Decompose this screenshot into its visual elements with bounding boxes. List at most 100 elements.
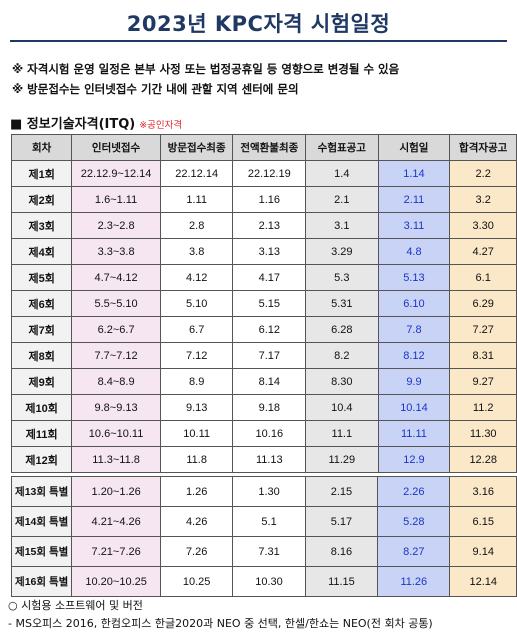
table-cell: 7.26 xyxy=(159,536,234,567)
table-row: 제8회 7.7~7.12 7.12 7.17 8.2 8.12 8.31 xyxy=(10,342,517,369)
table-cell: 12.14 xyxy=(449,566,517,597)
table-cell: 3.11 xyxy=(377,212,451,239)
table-cell: 3.29 xyxy=(305,238,379,265)
table-cell: 11.29 xyxy=(305,446,379,473)
round-cell: 제16회 특별 xyxy=(10,566,73,597)
round-cell: 제14회 특별 xyxy=(10,506,73,537)
header-cell: 인터넷접수 xyxy=(71,134,161,161)
table-cell: 11.13 xyxy=(232,446,307,473)
table-cell: 5.13 xyxy=(377,264,451,291)
table-row: 제2회 1.6~1.11 1.11 1.16 2.1 2.11 3.2 xyxy=(10,186,517,213)
section-label: ■ 정보기술자격(ITQ) xyxy=(10,117,136,132)
table-cell: 3.1 xyxy=(305,212,379,239)
section-heading: ■ 정보기술자격(ITQ) ※공인자격 xyxy=(10,113,182,132)
table-cell: 6.7 xyxy=(159,316,234,343)
table-cell: 2.13 xyxy=(232,212,307,239)
round-cell: 제9회 xyxy=(10,368,73,395)
table-cell: 6.28 xyxy=(305,316,379,343)
table-cell: 8.16 xyxy=(304,536,379,567)
header-cell: 회차 xyxy=(10,134,73,161)
table-cell: 1.6~1.11 xyxy=(71,186,161,213)
table-cell: 7.31 xyxy=(232,536,306,567)
table-header-row: 회차 인터넷접수 방문접수최종 전액환불최종 수험표공고 시험일 합격자공고 xyxy=(10,134,517,161)
round-cell: 제13회 특별 xyxy=(10,476,73,507)
table-row: 제3회 2.3~2.8 2.8 2.13 3.1 3.11 3.30 xyxy=(10,212,517,239)
table-cell: 22.12.19 xyxy=(232,160,307,187)
header-cell: 시험일 xyxy=(377,134,451,161)
table-cell: 6.1 xyxy=(449,264,517,291)
table-cell: 7.27 xyxy=(449,316,517,343)
table-cell: 4.7~4.12 xyxy=(71,264,161,291)
section-sub-label: ※공인자격 xyxy=(139,120,183,131)
table-cell: 5.5~5.10 xyxy=(71,290,161,317)
table-cell: 9.13 xyxy=(159,394,234,421)
table-cell: 5.15 xyxy=(232,290,307,317)
table-cell: 1.30 xyxy=(232,476,306,507)
table-cell: 7.8 xyxy=(377,316,451,343)
header-cell: 수험표공고 xyxy=(305,134,379,161)
table-cell: 10.6~10.11 xyxy=(71,420,161,447)
table-cell: 8.4~8.9 xyxy=(71,368,161,395)
round-cell: 제1회 xyxy=(10,160,73,187)
special-table-row: 제14회 특별 4.21~4.26 4.26 5.1 5.17 5.28 6.15 xyxy=(10,506,517,537)
round-cell: 제5회 xyxy=(10,264,73,291)
table-cell: 10.25 xyxy=(159,566,234,597)
table-cell: 2.26 xyxy=(377,476,451,507)
table-row: 제1회 22.12.9~12.14 22.12.14 22.12.19 1.4 1.14 2… xyxy=(10,160,517,187)
table-cell: 1.11 xyxy=(159,186,234,213)
page-title: 2023년 KPC자격 시험일정 xyxy=(126,12,391,36)
header-cell: 방문접수최종 xyxy=(159,134,234,161)
table-cell: 3.16 xyxy=(449,476,517,507)
table-cell: 2.3~2.8 xyxy=(71,212,161,239)
table-cell: 22.12.14 xyxy=(159,160,234,187)
table-cell: 9.14 xyxy=(449,536,517,567)
table-cell: 11.8 xyxy=(159,446,234,473)
notice-2: ※ 방문접수는 인터넷접수 기간 내에 관할 지역 센터에 문의 xyxy=(12,82,299,96)
table-row: 제5회 4.7~4.12 4.12 4.17 5.3 5.13 6.1 xyxy=(10,264,517,291)
table-cell: 11.3~11.8 xyxy=(71,446,161,473)
schedule-table: 회차 인터넷접수 방문접수최종 전액환불최종 수험표공고 시험일 합격자공고 제… xyxy=(10,134,517,473)
table-cell: 10.4 xyxy=(305,394,379,421)
table-cell: 5.10 xyxy=(159,290,234,317)
table-cell: 4.8 xyxy=(377,238,451,265)
table-cell: 10.16 xyxy=(232,420,307,447)
table-cell: 1.16 xyxy=(232,186,307,213)
table-cell: 2.15 xyxy=(304,476,379,507)
table-cell: 7.7~7.12 xyxy=(71,342,161,369)
round-cell: 제4회 xyxy=(10,238,73,265)
table-cell: 4.17 xyxy=(232,264,307,291)
table-cell: 5.17 xyxy=(304,506,379,537)
table-cell: 3.30 xyxy=(449,212,517,239)
round-cell: 제2회 xyxy=(10,186,73,213)
table-cell: 1.14 xyxy=(377,160,451,187)
table-cell: 3.8 xyxy=(159,238,234,265)
table-cell: 11.26 xyxy=(377,566,451,597)
notice-1: ※ 자격시험 운영 일정은 본부 사정 또는 법정공휴일 등 영향으로 변경될 … xyxy=(12,62,400,76)
table-cell: 6.2~6.7 xyxy=(71,316,161,343)
footer-heading: ○ 시험용 소프트웨어 및 버전 xyxy=(8,599,143,612)
table-cell: 9.8~9.13 xyxy=(71,394,161,421)
table-cell: 4.12 xyxy=(159,264,234,291)
title-divider xyxy=(10,40,507,42)
special-schedule-table: 제13회 특별 1.20~1.26 1.26 1.30 2.15 2.26 3.16 제14회… xyxy=(10,476,517,597)
table-row: 제6회 5.5~5.10 5.10 5.15 5.31 6.10 6.29 xyxy=(10,290,517,317)
table-cell: 4.26 xyxy=(159,506,234,537)
table-row: 제7회 6.2~6.7 6.7 6.12 6.28 7.8 7.27 xyxy=(10,316,517,343)
table-cell: 11.1 xyxy=(305,420,379,447)
table-row: 제4회 3.3~3.8 3.8 3.13 3.29 4.8 4.27 xyxy=(10,238,517,265)
table-cell: 2.2 xyxy=(449,160,517,187)
table-cell: 8.12 xyxy=(377,342,451,369)
table-cell: 6.12 xyxy=(232,316,307,343)
table-cell: 11.2 xyxy=(449,394,517,421)
table-cell: 11.30 xyxy=(449,420,517,447)
table-cell: 1.4 xyxy=(305,160,379,187)
table-cell: 5.31 xyxy=(305,290,379,317)
round-cell: 제7회 xyxy=(10,316,73,343)
table-cell: 9.27 xyxy=(449,368,517,395)
table-cell: 8.30 xyxy=(305,368,379,395)
table-cell: 2.8 xyxy=(159,212,234,239)
table-cell: 10.11 xyxy=(159,420,234,447)
round-cell: 제6회 xyxy=(10,290,73,317)
table-cell: 3.2 xyxy=(449,186,517,213)
table-cell: 6.29 xyxy=(449,290,517,317)
